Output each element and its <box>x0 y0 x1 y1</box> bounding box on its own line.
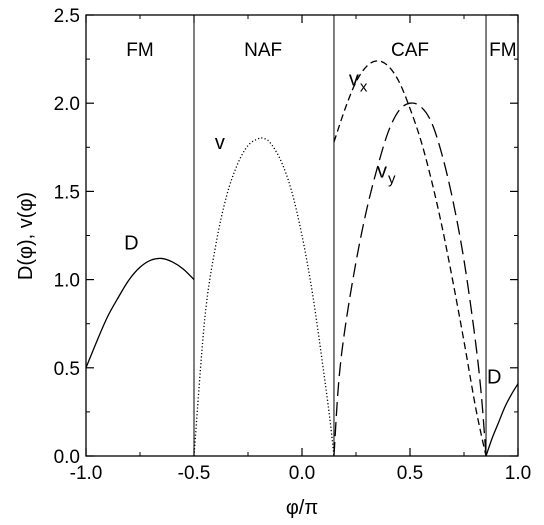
curve-annotation: vx <box>349 69 368 96</box>
annotations-group: Dv vx vy D <box>124 69 501 389</box>
x-tick-label: -0.5 <box>178 463 211 484</box>
x-tick-label: -1.0 <box>70 463 103 484</box>
x-tick-label: 0.0 <box>289 463 315 484</box>
series-line-4 <box>485 383 519 457</box>
curve-annotation: v <box>215 132 225 154</box>
y-tick-label: 2.0 <box>54 94 80 115</box>
x-tick-label: 0.5 <box>397 463 423 484</box>
region-label: FM <box>489 40 516 61</box>
ticks-group: -1.0 -0.5 0.0 0.5 1.0 0.0 0.5 1.0 1.5 2.0 2.5 <box>54 6 532 484</box>
series-line-0 <box>85 257 195 369</box>
region-label: CAF <box>391 40 429 61</box>
y-tick-label: 0.5 <box>54 359 80 380</box>
series-line-2 <box>333 60 487 457</box>
y-tick-label: 1.0 <box>54 271 80 292</box>
y-tick-label: 2.5 <box>54 6 80 27</box>
y-tick-label: 0.0 <box>54 447 80 468</box>
curve-annotation: D <box>124 233 138 255</box>
curve-annotation: D <box>487 367 501 389</box>
region-labels: FM NAF CAF FM <box>126 40 516 61</box>
series-line-3 <box>333 102 487 457</box>
series-line-1 <box>193 137 335 457</box>
region-label: NAF <box>244 40 282 61</box>
region-label: FM <box>126 40 153 61</box>
series-group <box>85 60 519 457</box>
phase-boundaries <box>193 15 487 456</box>
y-axis-label: D(φ), v(φ) <box>15 192 37 280</box>
curve-annotation: vy <box>377 160 396 187</box>
x-tick-label: 1.0 <box>505 463 531 484</box>
x-axis-label: φ/π <box>286 497 318 519</box>
y-tick-label: 1.5 <box>54 182 80 203</box>
